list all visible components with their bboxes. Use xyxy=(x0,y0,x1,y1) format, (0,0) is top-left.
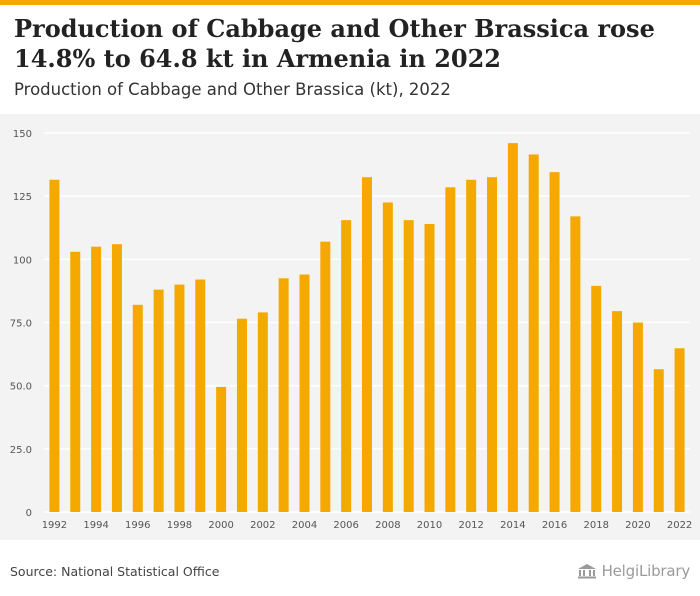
bar-1996 xyxy=(132,304,143,512)
bar-2009 xyxy=(403,220,414,513)
bar-1993 xyxy=(70,251,81,512)
x-tick-label: 2004 xyxy=(292,520,317,531)
helgi-library-logo: HelgiLibrary xyxy=(577,562,690,580)
x-tick-label: 2006 xyxy=(333,520,358,531)
bar-2015 xyxy=(528,154,539,512)
library-building-icon xyxy=(577,564,596,579)
bar-2021 xyxy=(653,369,664,512)
bar-1997 xyxy=(153,289,164,512)
x-tick-label: 1994 xyxy=(83,520,108,531)
bar-chart: 0 25.0 50.0 75.0 100 125 150 1992 1994 1996 1998 20… xyxy=(10,129,693,531)
bar-2006 xyxy=(341,220,352,513)
bar-2014 xyxy=(507,143,518,512)
bar-2016 xyxy=(549,172,560,512)
bar-2020 xyxy=(632,322,643,512)
x-tick-label: 2002 xyxy=(250,520,275,531)
bar-2008 xyxy=(382,202,393,512)
y-tick-label: 0 xyxy=(26,508,32,519)
bar-2012 xyxy=(466,179,477,512)
headline: Production of Cabbage and Other Brassica… xyxy=(14,14,655,73)
bar-2018 xyxy=(591,285,602,512)
x-tick-label: 2022 xyxy=(667,520,692,531)
y-tick-label: 100 xyxy=(13,255,32,266)
bar-2003 xyxy=(278,278,289,512)
bar-2011 xyxy=(445,187,456,512)
x-tick-label: 2014 xyxy=(500,520,525,531)
x-tick-label: 2016 xyxy=(542,520,567,531)
bar-2007 xyxy=(362,177,372,512)
bar-2010 xyxy=(424,223,435,512)
x-tick-label: 1992 xyxy=(42,520,67,531)
y-tick-label: 25.0 xyxy=(10,445,32,456)
bar-2019 xyxy=(612,311,623,512)
bar-1992 xyxy=(49,179,60,512)
x-tick-label: 2018 xyxy=(583,520,608,531)
bar-2005 xyxy=(320,241,331,512)
x-tick-label: 2000 xyxy=(208,520,233,531)
source-note: Source: National Statistical Office xyxy=(10,564,220,579)
y-tick-label: 150 xyxy=(13,129,32,140)
bar-1999 xyxy=(195,279,206,512)
y-tick-label: 75.0 xyxy=(10,319,32,330)
bar-1994 xyxy=(91,246,102,512)
x-tick-label: 2012 xyxy=(458,520,483,531)
bar-2017 xyxy=(570,216,581,512)
y-tick-label: 50.0 xyxy=(10,382,32,393)
x-tick-label: 2010 xyxy=(417,520,442,531)
bar-2001 xyxy=(236,318,247,512)
y-tick-label: 125 xyxy=(13,192,32,203)
chart-subtitle: Production of Cabbage and Other Brassica… xyxy=(14,80,451,99)
bar-2002 xyxy=(257,312,268,512)
top-accent-rule xyxy=(0,0,700,5)
x-tick-label: 2008 xyxy=(375,520,400,531)
bar-2022 xyxy=(674,348,685,512)
x-tick-label: 1996 xyxy=(125,520,150,531)
bar-2004 xyxy=(299,274,310,512)
x-tick-label: 2020 xyxy=(625,520,650,531)
bar-1995 xyxy=(111,244,122,512)
bar-2013 xyxy=(487,177,498,512)
bar-2000 xyxy=(216,386,227,512)
logo-text: HelgiLibrary xyxy=(601,562,691,580)
x-tick-label: 1998 xyxy=(167,520,192,531)
bar-1998 xyxy=(174,284,185,512)
